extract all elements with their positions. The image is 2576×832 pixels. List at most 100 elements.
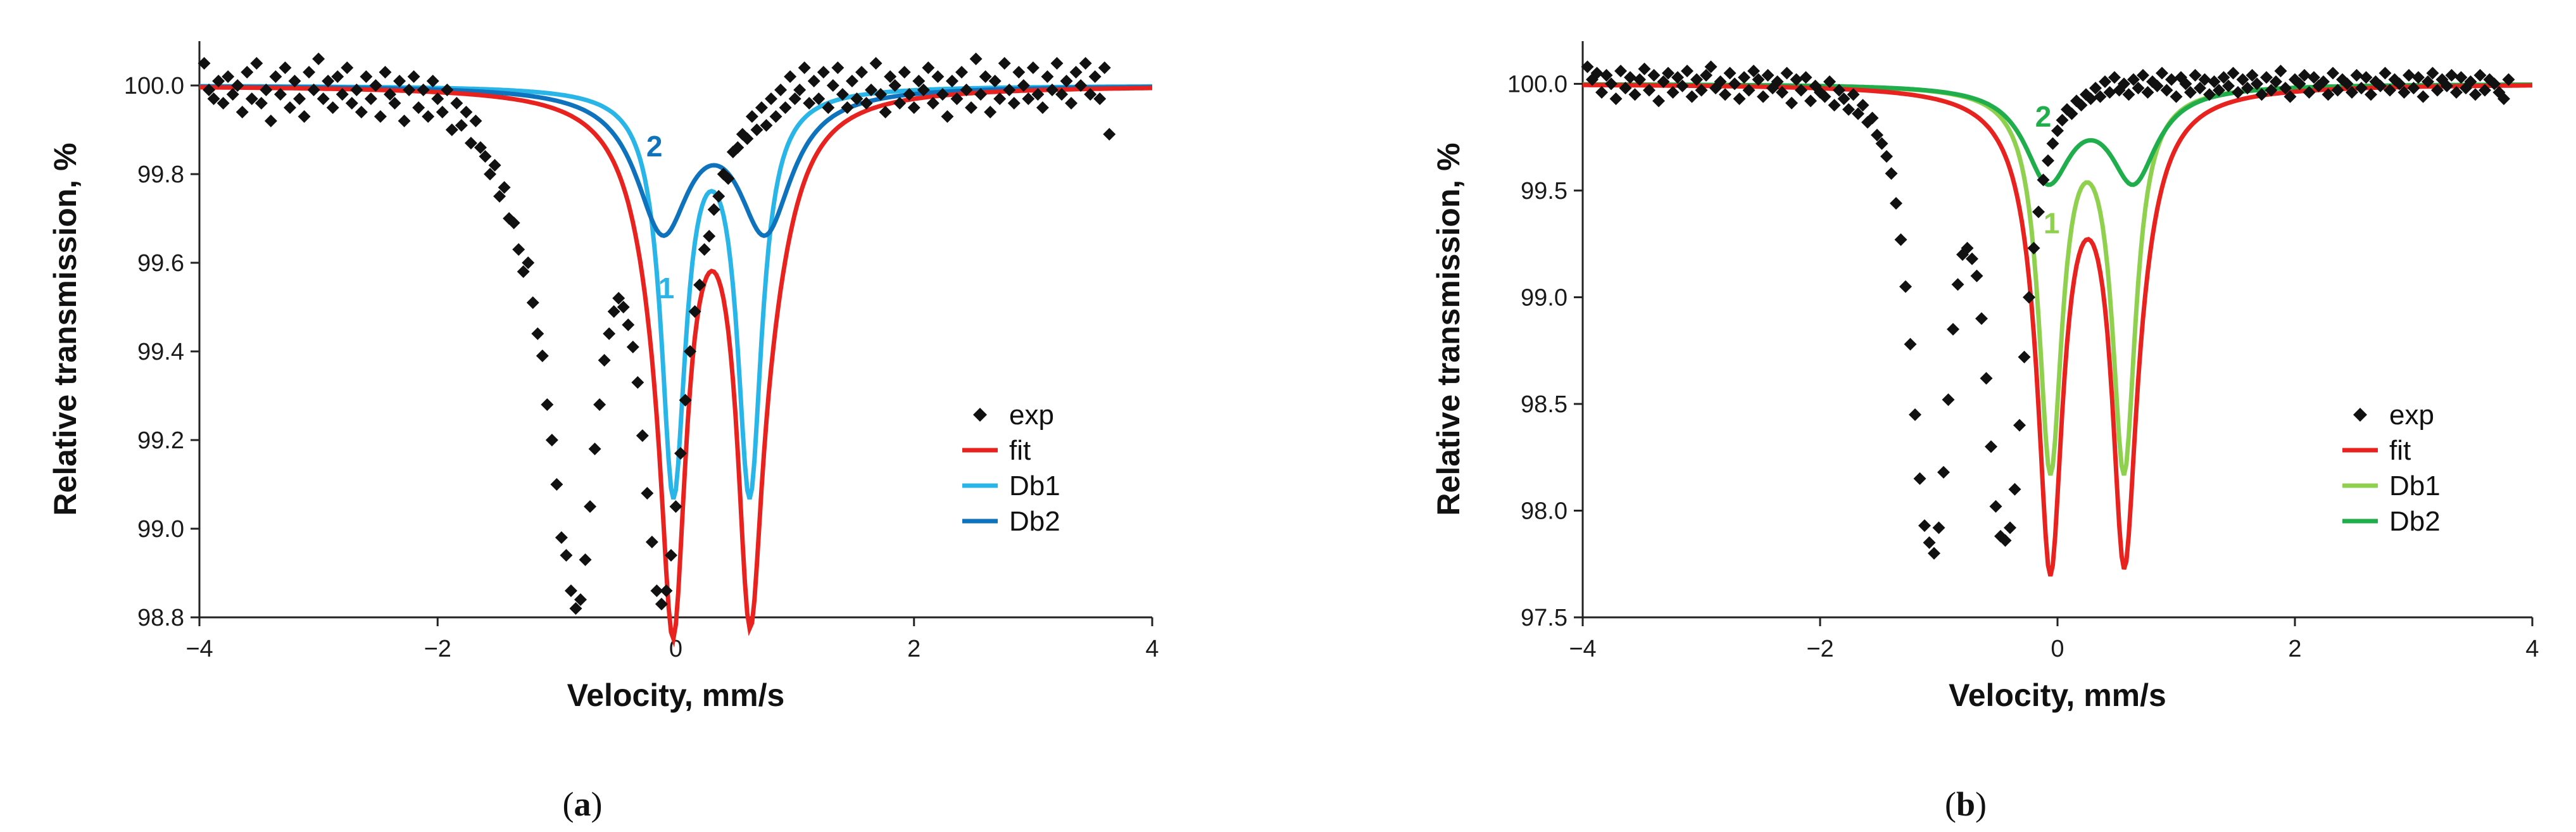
panel-b-exp-point	[1685, 90, 1699, 103]
panel-a-exp-point	[774, 84, 788, 96]
panel-b-exp-point	[1671, 71, 1684, 84]
panel-a-exp-point	[283, 101, 296, 114]
panel-a-exp-point	[898, 66, 911, 79]
panel-b-exp-point	[1871, 129, 1883, 142]
panel-a-annotation-1: 1	[658, 272, 675, 305]
panel-b-exp-point	[2260, 71, 2273, 84]
panel-b-exp-point	[2227, 66, 2240, 80]
panel-a-exp-point	[307, 84, 320, 96]
panel-a-exp-point	[350, 84, 363, 96]
panel-a-exp-point	[1065, 97, 1078, 110]
panel-b-exp-point	[1842, 103, 1855, 116]
panel-a-exp-point	[1088, 70, 1102, 83]
panel-a-exp-point	[360, 70, 373, 83]
panel-a-exp-point	[688, 305, 701, 318]
panel-b-exp-point	[2502, 73, 2515, 86]
panel-b-exp-point	[2270, 75, 2282, 89]
panel-b-exp-point	[2184, 85, 2197, 99]
panel-b-exp-point	[1624, 71, 1637, 84]
panel-b-exp-point	[2365, 88, 2377, 101]
panel-a-exp-point	[912, 75, 926, 87]
panel-a-exp-point	[1041, 70, 1054, 83]
panel-b-exp-point	[2469, 88, 2482, 101]
panel-a-exp-point	[588, 443, 601, 455]
panel-a-legend-label-db1: Db1	[1009, 470, 1060, 501]
panel-b-exp-point	[2454, 71, 2468, 84]
panel-b-exp-point	[2156, 66, 2168, 80]
panel-b-exp-point	[1747, 65, 1760, 78]
panel-a-exp-point	[712, 190, 726, 203]
panel-b-exp-point	[2488, 77, 2501, 91]
panel-a-exp-point	[998, 57, 1011, 70]
panel-b-exp-point	[2378, 66, 2392, 80]
panel-a-exp-point	[1103, 128, 1116, 141]
panel-a-exp-point	[326, 101, 339, 114]
panel-b-exp-point	[2179, 77, 2192, 91]
panel-b-exp-point	[2388, 73, 2401, 86]
panel-b-x-tick-label: 4	[2525, 636, 2539, 662]
panel-a-exp-point	[984, 106, 997, 118]
panel-a-exp-point	[750, 123, 763, 136]
panel-a-exp-point	[617, 301, 630, 313]
panel-b-exp-point	[2303, 85, 2316, 99]
panel-a-exp-point	[236, 106, 249, 118]
panel-a-exp-point	[655, 598, 668, 610]
panel-a-exp-point	[955, 66, 968, 79]
panel-a-exp-point	[273, 88, 287, 101]
panel-a-exp-point	[622, 318, 635, 331]
panel-a-exp-point	[222, 70, 235, 83]
panel-a-exp-point	[917, 84, 930, 96]
panel-b-exp-point	[1700, 68, 1712, 82]
panel-a-exp-point	[765, 92, 777, 105]
panel-b-exp-point	[2160, 84, 2173, 97]
panel-b-exp-point	[2023, 291, 2035, 304]
panel-b-exp-point	[1975, 312, 1988, 325]
panel-b-exp-point	[1723, 66, 1737, 80]
panel-b-exp-point	[2170, 90, 2183, 103]
panel-b-exp-point	[2393, 77, 2406, 91]
panel-b-exp-point	[1643, 84, 1656, 97]
panel-b-exp-point	[2094, 90, 2107, 103]
panel-a-exp-point	[241, 66, 254, 79]
panel-b-exp-point	[2317, 75, 2330, 89]
panel-b-y-tick-label: 100.0	[1507, 71, 1568, 98]
panel-b-exp-point	[2416, 90, 2430, 103]
panel-a-exp-point	[869, 57, 883, 70]
panel-b-exp-point	[1752, 73, 1765, 86]
panel-a-exp-point	[731, 141, 745, 154]
panel-a-exp-point	[1084, 88, 1097, 101]
panel-b-exp-point	[2464, 75, 2477, 89]
panel-a-exp-point	[303, 66, 316, 79]
panel-b-exp-point	[2198, 73, 2211, 86]
panel-a-x-axis-title: Velocity, mm/s	[567, 678, 785, 713]
panel-b-exp-point	[2241, 82, 2254, 95]
panel-a-exp-point	[860, 97, 873, 110]
panel-b-exp-point	[1823, 75, 1836, 89]
panel-a-exp-point	[484, 168, 497, 180]
panel-a-exp-point	[631, 376, 644, 389]
panel-a-exp-point	[626, 341, 639, 353]
panel-b-legend-label-db2: Db2	[2389, 506, 2441, 537]
panel-a-exp-point	[331, 70, 344, 83]
panel-b-exp-point	[1619, 82, 1632, 95]
panel-a-exp-point	[279, 61, 292, 74]
panel-a-exp-point	[355, 106, 368, 118]
panel-b-exp-point	[2118, 77, 2130, 91]
panel-b-exp-point	[2403, 68, 2415, 82]
panel-a-exp-point	[522, 256, 535, 269]
panel-b-y-tick-label: 97.5	[1521, 605, 1568, 631]
panel-a-exp-point	[1026, 61, 1040, 74]
panel-a-exp-point	[431, 92, 444, 105]
panel-b-exp-point	[1837, 92, 1850, 105]
panel-a-exp-point	[1022, 92, 1035, 105]
panel-b-exp-point	[1970, 269, 1983, 282]
panel-a-exp-point	[1060, 75, 1073, 87]
panel-b-exp-point	[1885, 167, 1898, 180]
panel-a-exp-point	[322, 75, 335, 87]
panel-b-exp-point	[1928, 546, 1940, 560]
panel-a-exp-point	[945, 75, 958, 87]
panel-a-exp-point	[826, 79, 839, 92]
panel-b-exp-point	[1662, 66, 1674, 80]
panel-a-exp-point	[1069, 66, 1083, 79]
panel-a-exp-point	[579, 553, 592, 566]
